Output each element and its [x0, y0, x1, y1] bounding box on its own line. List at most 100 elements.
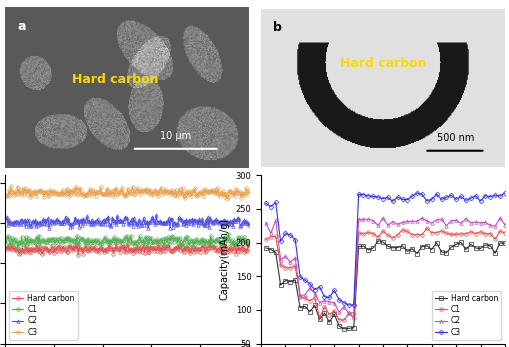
C1	[340, 318, 346, 322]
Hard carbon	[316, 317, 322, 321]
Text: Hard carbon: Hard carbon	[71, 73, 158, 86]
C1	[238, 235, 244, 239]
C3	[442, 195, 448, 200]
C2	[399, 220, 405, 225]
C2	[370, 219, 376, 223]
C2	[345, 311, 351, 315]
C3	[350, 303, 356, 307]
Line: C3: C3	[264, 191, 505, 307]
Hard carbon	[374, 239, 380, 243]
Line: C3: C3	[5, 185, 250, 200]
C2	[245, 223, 251, 227]
C3	[462, 198, 468, 202]
C3	[224, 196, 230, 201]
Hard carbon	[207, 238, 213, 242]
Hard carbon	[335, 324, 342, 328]
C1	[482, 232, 488, 236]
Hard carbon	[3, 246, 9, 250]
C1	[447, 232, 454, 237]
C2	[486, 223, 492, 227]
Hard carbon	[245, 246, 251, 250]
C2	[153, 213, 159, 218]
C3	[335, 298, 342, 302]
C2	[491, 224, 497, 228]
C1	[496, 229, 502, 234]
C3	[238, 196, 244, 200]
C2	[330, 301, 336, 305]
Hard carbon	[345, 326, 351, 330]
C2	[433, 218, 439, 222]
C1	[355, 231, 361, 235]
C2	[379, 216, 385, 220]
C3	[413, 191, 419, 195]
C3	[272, 201, 278, 205]
C2	[316, 301, 322, 305]
C3	[404, 198, 410, 202]
Hard carbon	[282, 279, 288, 283]
Hard carbon	[467, 242, 473, 246]
C2	[272, 218, 278, 222]
C3	[476, 199, 483, 203]
C3	[423, 199, 429, 203]
C1	[335, 318, 342, 322]
Hard carbon	[104, 247, 110, 252]
Hard carbon	[75, 253, 81, 257]
C1	[301, 296, 307, 301]
C3	[389, 199, 395, 203]
C3	[3, 193, 9, 197]
C2	[311, 291, 317, 296]
C2	[501, 222, 507, 227]
C1	[374, 235, 380, 239]
C2	[472, 220, 478, 224]
C2	[384, 223, 390, 228]
C3	[101, 192, 107, 196]
C2	[389, 219, 395, 223]
C2	[306, 286, 313, 290]
C3	[408, 194, 414, 198]
Hard carbon	[379, 240, 385, 244]
Hard carbon	[442, 251, 448, 255]
Hard carbon	[238, 247, 244, 251]
Hard carbon	[296, 306, 302, 310]
Hard carbon	[404, 249, 410, 253]
C1	[433, 230, 439, 235]
Hard carbon	[277, 283, 283, 287]
C1	[272, 234, 278, 238]
Hard carbon	[340, 327, 346, 331]
C1	[491, 237, 497, 241]
C3	[144, 189, 150, 193]
Hard carbon	[287, 280, 293, 284]
Hard carbon	[447, 245, 454, 249]
C3	[438, 197, 444, 202]
C2	[452, 218, 458, 222]
Legend: Hard carbon, C1, C2, C3: Hard carbon, C1, C2, C3	[9, 291, 77, 340]
C3	[486, 195, 492, 199]
Hard carbon	[301, 304, 307, 308]
Hard carbon	[263, 246, 269, 250]
C1	[370, 231, 376, 236]
C1	[364, 230, 371, 235]
C2	[418, 216, 424, 220]
C2	[394, 222, 400, 227]
C3	[428, 197, 434, 202]
C1	[144, 240, 150, 244]
C1	[263, 237, 269, 242]
C3	[287, 233, 293, 237]
Hard carbon	[394, 245, 400, 249]
C3	[282, 231, 288, 236]
C1	[104, 239, 110, 243]
C3	[447, 193, 454, 197]
C1	[345, 311, 351, 315]
C2	[496, 216, 502, 220]
C1	[452, 232, 458, 236]
C2	[238, 223, 244, 227]
C3	[263, 201, 269, 205]
Text: a: a	[17, 20, 26, 33]
Hard carbon	[496, 241, 502, 245]
Hard carbon	[408, 247, 414, 251]
Hard carbon	[476, 246, 483, 251]
Legend: Hard carbon, C1, C2, C3: Hard carbon, C1, C2, C3	[432, 291, 500, 340]
C2	[340, 305, 346, 309]
Hard carbon	[321, 311, 327, 315]
C2	[467, 221, 473, 225]
